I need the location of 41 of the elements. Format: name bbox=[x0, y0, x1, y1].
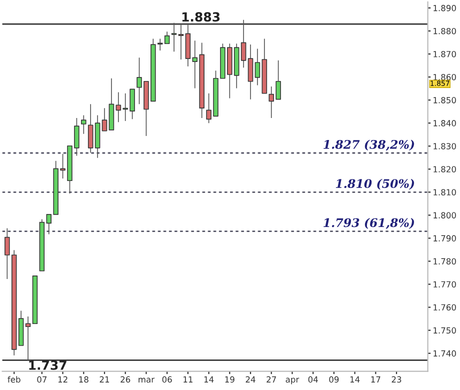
x-tick-label: 21 bbox=[100, 376, 110, 382]
x-tick-label: 26 bbox=[120, 376, 130, 383]
y-tick-label: 1.750 bbox=[434, 327, 456, 334]
y-tick-label: 1.890 bbox=[434, 4, 456, 12]
x-tick-label: 14 bbox=[204, 376, 214, 382]
y-tick-label: 1.760 bbox=[434, 304, 456, 311]
ref-line-label: 1.737 bbox=[29, 360, 66, 370]
x-tick-label: feb bbox=[8, 376, 20, 383]
x-tick-label: 09 bbox=[329, 376, 339, 383]
y-tick-label: 1.770 bbox=[434, 281, 456, 288]
ref-line-label: 1.883 bbox=[182, 12, 220, 22]
y-tick-label: 1.810 bbox=[434, 189, 456, 196]
x-tick-label: 19 bbox=[225, 376, 234, 383]
x-tick-label: 14 bbox=[350, 376, 360, 382]
x-tick-label: 04 bbox=[308, 376, 318, 383]
x-tick-label: mar bbox=[138, 378, 155, 383]
candlestick bbox=[81, 115, 86, 134]
y-tick-label: 1.860 bbox=[434, 74, 456, 80]
y-tick-label: 1.780 bbox=[434, 258, 456, 264]
y-tick-label: 1.830 bbox=[434, 143, 456, 150]
ref-line-label: 1.793 (61,8%) bbox=[324, 218, 414, 229]
y-tick-label: 1.800 bbox=[434, 212, 456, 218]
x-tick-label: apr bbox=[286, 378, 300, 384]
y-tick-label: 1.790 bbox=[434, 235, 456, 242]
ref-line-label: 1.827 (38,2%) bbox=[324, 140, 414, 151]
x-tick-label: 23 bbox=[392, 376, 402, 383]
ref-line-label: 1.810 (50%) bbox=[336, 178, 414, 190]
x-tick-label: 11 bbox=[184, 376, 192, 382]
x-tick-label: 17 bbox=[371, 376, 380, 382]
y-tick-label: 1.740 bbox=[434, 350, 456, 357]
x-tick-label: 18 bbox=[79, 376, 88, 383]
x-tick-label: 24 bbox=[246, 376, 256, 382]
x-tick-label: 12 bbox=[58, 376, 68, 382]
x-tick-label: 07 bbox=[37, 376, 47, 383]
y-tick-label: 1.870 bbox=[434, 50, 456, 58]
x-tick-label: 27 bbox=[266, 376, 276, 382]
y-tick-label: 1.880 bbox=[434, 28, 456, 34]
y-tick-label: 1.850 bbox=[434, 97, 456, 104]
x-tick-label: 06 bbox=[162, 376, 172, 383]
y-tick-label: 1.820 bbox=[434, 166, 456, 172]
y-tick-label: 1.840 bbox=[434, 120, 456, 126]
